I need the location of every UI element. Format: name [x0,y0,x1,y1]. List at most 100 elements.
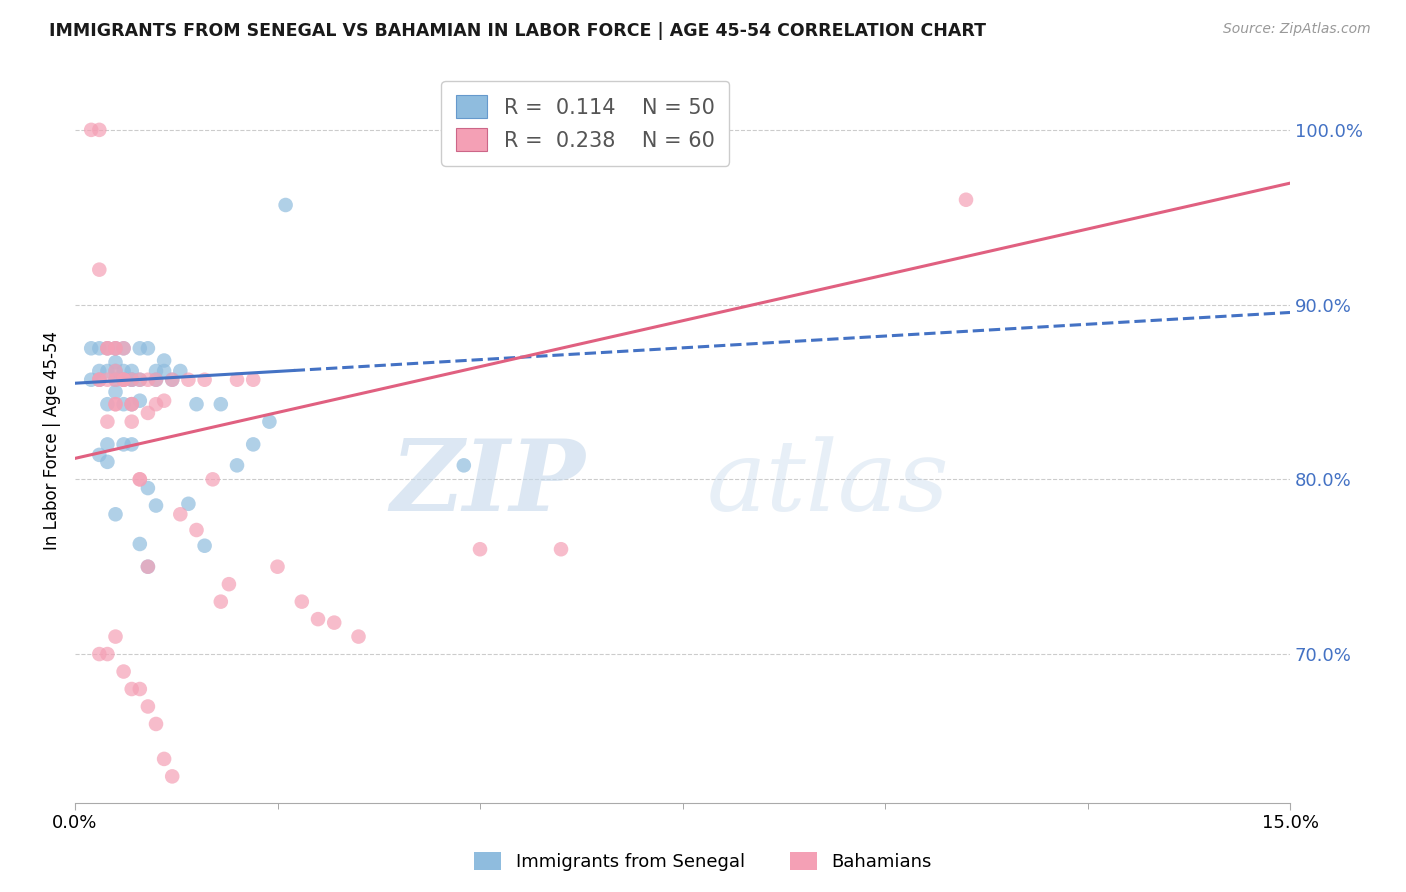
Point [80,341,103,355]
Point [218,577,240,591]
Point [121,681,143,696]
Point [169,508,191,522]
Point [104,364,127,378]
Point [112,397,135,411]
Point [112,373,135,387]
Point [153,752,176,766]
Point [89,448,111,462]
Point [104,373,127,387]
Point [104,341,127,355]
Point [169,364,191,378]
Point [121,373,143,387]
Point [89,647,111,661]
Point [153,364,176,378]
Point [209,397,232,411]
Point [242,373,264,387]
Point [136,559,159,574]
Point [194,539,217,553]
Point [128,373,150,387]
Point [323,615,346,630]
Point [128,472,150,486]
Point [194,373,217,387]
Point [96,364,118,378]
Point [104,508,127,522]
Point [112,665,135,679]
Point [186,523,208,537]
Point [104,384,127,399]
Point [121,397,143,411]
Point [96,341,118,355]
Point [259,415,281,429]
Point [128,681,150,696]
Point [104,397,127,411]
Point [96,415,118,429]
Point [89,373,111,387]
Point [104,373,127,387]
Point [136,481,159,495]
Point [136,406,159,420]
Point [160,373,183,387]
Text: Source: ZipAtlas.com: Source: ZipAtlas.com [1223,22,1371,37]
Point [96,397,118,411]
Point [136,699,159,714]
Text: IMMIGRANTS FROM SENEGAL VS BAHAMIAN IN LABOR FORCE | AGE 45-54 CORRELATION CHART: IMMIGRANTS FROM SENEGAL VS BAHAMIAN IN L… [49,22,986,40]
Point [121,415,143,429]
Point [121,397,143,411]
Point [121,373,143,387]
Point [89,123,111,137]
Point [96,455,118,469]
Point [121,364,143,378]
Point [112,373,135,387]
Point [104,341,127,355]
Point [136,559,159,574]
Point [550,542,572,557]
Point [121,397,143,411]
Point [104,355,127,369]
Point [121,437,143,451]
Point [226,458,249,473]
Point [96,647,118,661]
Point [128,537,150,551]
Point [96,341,118,355]
Point [153,353,176,368]
Point [186,397,208,411]
Point [96,341,118,355]
Point [145,373,167,387]
Point [104,397,127,411]
Point [291,594,314,608]
Point [89,262,111,277]
Point [226,373,249,387]
Point [453,458,475,473]
Point [128,393,150,408]
Point [112,341,135,355]
Point [145,373,167,387]
Point [112,364,135,378]
Point [128,373,150,387]
Point [80,123,103,137]
Legend: Immigrants from Senegal, Bahamians: Immigrants from Senegal, Bahamians [467,846,939,879]
Point [128,472,150,486]
Y-axis label: In Labor Force | Age 45-54: In Labor Force | Age 45-54 [44,331,60,549]
Point [209,594,232,608]
Point [112,341,135,355]
Point [145,717,167,731]
Point [274,198,297,212]
Text: ZIP: ZIP [391,435,585,532]
Point [112,373,135,387]
Point [468,542,491,557]
Point [136,341,159,355]
Point [160,373,183,387]
Point [104,364,127,378]
Point [955,193,977,207]
Point [89,373,111,387]
Point [242,437,264,451]
Point [307,612,329,626]
Point [104,630,127,644]
Point [145,499,167,513]
Point [347,630,370,644]
Text: atlas: atlas [707,436,950,531]
Point [104,341,127,355]
Point [201,472,224,486]
Point [112,373,135,387]
Point [112,437,135,451]
